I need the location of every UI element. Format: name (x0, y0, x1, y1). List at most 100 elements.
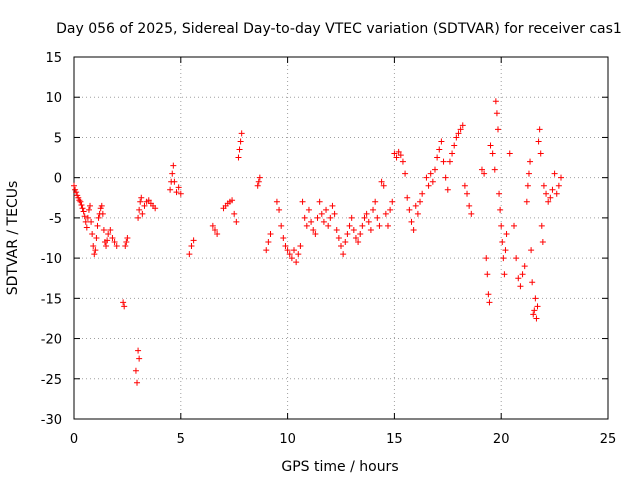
data-point-marker (393, 154, 400, 161)
data-point-marker (361, 214, 368, 221)
data-point-marker (263, 247, 270, 254)
x-tick-label: 15 (386, 432, 403, 447)
data-point-marker (519, 271, 526, 278)
data-point-marker (273, 198, 280, 205)
data-point-marker (440, 158, 447, 165)
data-point-marker (384, 222, 391, 229)
data-point-marker (483, 255, 490, 262)
data-point-marker (238, 130, 245, 137)
data-point-marker (111, 239, 118, 246)
data-point-marker (171, 178, 178, 185)
data-point-marker (540, 182, 547, 189)
data-point-marker (103, 243, 110, 250)
data-point-marker (71, 182, 77, 189)
data-point-marker (376, 222, 383, 229)
data-point-marker (414, 210, 421, 217)
data-point-marker (402, 170, 409, 177)
data-point-marker (551, 170, 558, 177)
data-point-marker (367, 226, 374, 233)
data-point-marker (214, 230, 221, 237)
y-tick-label: -25 (41, 373, 62, 388)
y-tick-label: 0 (54, 172, 62, 187)
data-point-marker (85, 206, 92, 213)
data-point-marker (404, 194, 411, 201)
data-point-marker (152, 205, 159, 212)
data-point-marker (297, 243, 304, 250)
data-point-marker (132, 367, 139, 374)
data-point-marker (558, 174, 565, 181)
data-point-marker (331, 210, 338, 217)
data-point-marker (461, 182, 468, 189)
data-point-marker (293, 259, 300, 266)
data-point-marker (282, 243, 289, 250)
data-point-marker (423, 174, 430, 181)
data-point-marker (446, 158, 453, 165)
data-point-marker (89, 230, 96, 237)
data-point-marker (389, 198, 396, 205)
data-point-marker (276, 206, 283, 213)
data-point-marker (170, 162, 177, 169)
data-point-marker (391, 150, 398, 157)
data-point-marker (350, 226, 357, 233)
data-point-marker (190, 237, 197, 244)
data-point-marker (427, 170, 434, 177)
data-point-marker (453, 134, 460, 141)
data-point-marker (291, 247, 298, 254)
data-point-marker (363, 210, 370, 217)
data-point-marker (237, 138, 244, 145)
data-point-marker (493, 110, 500, 117)
data-point-marker (233, 218, 240, 225)
y-tick-label: -30 (41, 413, 62, 428)
data-point-marker (555, 182, 562, 189)
data-point-marker (80, 208, 87, 215)
data-point-marker (305, 206, 312, 213)
data-point-marker (278, 222, 285, 229)
y-tick-label: 15 (45, 51, 62, 66)
data-point-marker (365, 218, 372, 225)
data-point-marker (451, 142, 458, 149)
data-point-marker (91, 251, 98, 258)
data-point-marker (372, 198, 379, 205)
y-tick-label: -15 (41, 292, 62, 307)
data-point-marker (318, 210, 325, 217)
data-point-marker (348, 214, 355, 221)
data-point-marker (525, 170, 532, 177)
data-point-marker (494, 126, 501, 133)
data-point-marker (87, 202, 94, 209)
data-point-marker (359, 222, 366, 229)
data-point-marker (442, 174, 449, 181)
data-point-marker (175, 184, 182, 191)
y-tick-label: -10 (41, 252, 62, 267)
data-point-marker (464, 190, 471, 197)
data-point-marker (459, 122, 466, 129)
x-tick-label: 10 (279, 432, 296, 447)
y-axis-label: SDTVAR / TECUs (5, 181, 21, 296)
data-point-marker (410, 226, 417, 233)
data-point-marker (382, 210, 389, 217)
data-point-marker (528, 247, 535, 254)
data-point-marker (496, 190, 503, 197)
data-point-marker (105, 230, 112, 237)
data-point-marker (123, 239, 130, 246)
data-point-marker (77, 198, 84, 205)
data-point-marker (284, 247, 291, 254)
data-point-marker (429, 178, 436, 185)
data-point-marker (357, 230, 364, 237)
data-point-marker (92, 247, 99, 254)
data-point-marker (535, 138, 542, 145)
data-point-marker (549, 186, 556, 193)
data-point-marker (236, 146, 243, 153)
plot-frame (73, 56, 609, 420)
data-point-marker (265, 239, 272, 246)
data-point-marker (323, 206, 330, 213)
data-point-marker (501, 271, 508, 278)
data-point-marker (539, 239, 546, 246)
data-point-marker (145, 197, 152, 204)
data-point-marker (523, 198, 530, 205)
data-point-marker (503, 230, 510, 237)
data-point-marker (352, 235, 359, 241)
data-point-marker (188, 243, 195, 250)
data-point-marker (486, 299, 493, 306)
data-point-marker (399, 158, 406, 165)
data-point-marker (135, 347, 142, 354)
